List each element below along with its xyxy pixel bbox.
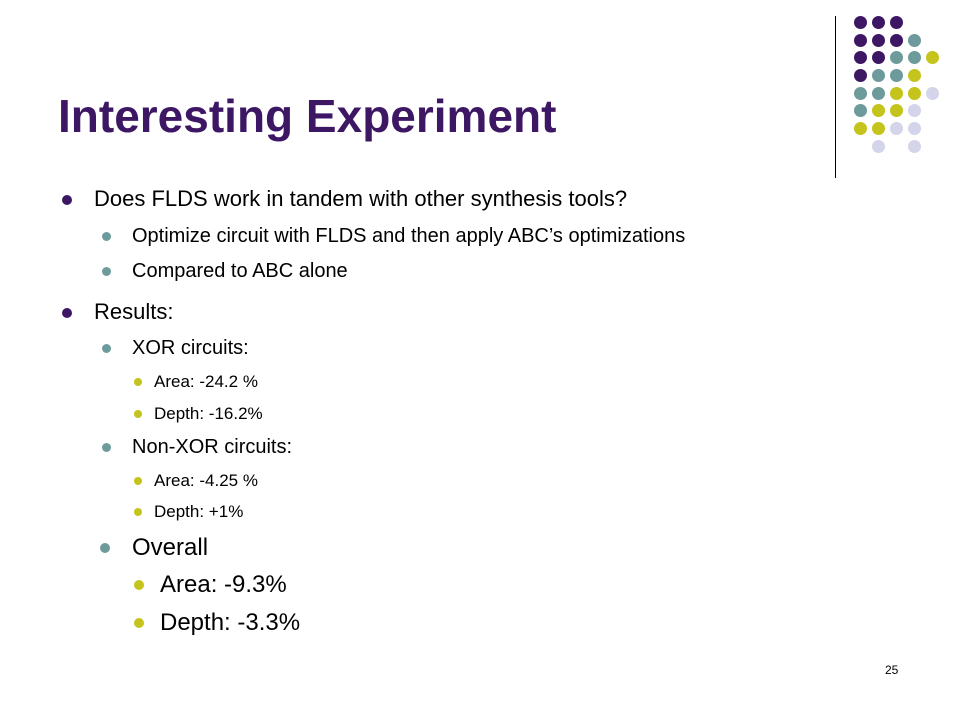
page-number: 25: [885, 663, 899, 677]
decorative-dot: [890, 34, 903, 47]
decorative-dot: [890, 104, 903, 117]
decorative-dot: [908, 87, 921, 100]
decorative-dot: [854, 34, 867, 47]
bullet-marker-icon: [134, 580, 144, 590]
decorative-dot: [890, 51, 903, 64]
decorative-dot: [890, 87, 903, 100]
decorative-dot: [926, 87, 939, 100]
decorative-dot: [872, 34, 885, 47]
decorative-dot: [854, 87, 867, 100]
bullet-marker-icon: [100, 543, 110, 553]
slide-title: Interesting Experiment: [58, 90, 557, 142]
title-divider-line: [835, 16, 836, 178]
bullet-marker-icon: [134, 378, 142, 386]
decorative-dot: [908, 140, 921, 153]
decorative-dot: [908, 34, 921, 47]
decorative-dot: [926, 51, 939, 64]
bullet-marker-icon: [102, 443, 111, 452]
decorative-dot: [872, 104, 885, 117]
decorative-dot: [872, 69, 885, 82]
decorative-dot: [908, 122, 921, 135]
decorative-dot: [854, 122, 867, 135]
bullet-marker-icon: [134, 618, 144, 628]
decorative-dot: [872, 51, 885, 64]
decorative-dot: [908, 104, 921, 117]
bullet-marker-icon: [102, 267, 111, 276]
bullet-marker-icon: [134, 477, 142, 485]
decorative-dot: [854, 104, 867, 117]
bullet-marker-icon: [62, 308, 72, 318]
decorative-dot: [890, 122, 903, 135]
decorative-dot: [854, 51, 867, 64]
decorative-dot: [854, 16, 867, 29]
decorative-dot: [854, 69, 867, 82]
decorative-dot: [872, 16, 885, 29]
bullet-marker-icon: [134, 508, 142, 516]
bullet-marker-icon: [102, 232, 111, 241]
decorative-dot: [890, 16, 903, 29]
bullet-marker-icon: [62, 195, 72, 205]
decorative-dot: [890, 69, 903, 82]
bullet-marker-icon: [102, 344, 111, 353]
decorative-dot: [908, 69, 921, 82]
decorative-dot: [872, 87, 885, 100]
decorative-dot: [872, 140, 885, 153]
decorative-dot: [872, 122, 885, 135]
bullet-marker-icon: [134, 410, 142, 418]
decorative-dot: [908, 51, 921, 64]
